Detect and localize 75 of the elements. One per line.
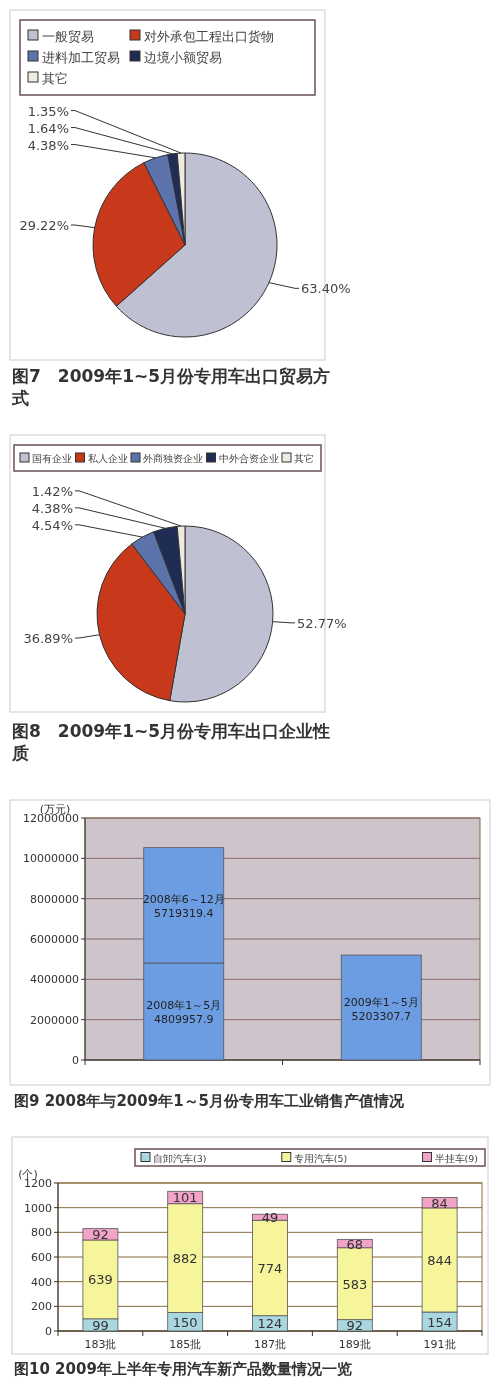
legend-item: 边境小额贸易 <box>129 50 222 65</box>
data-label: 1.35% <box>27 103 69 119</box>
data-label: 101 <box>172 1190 198 1206</box>
y-tick-label: 800 <box>31 1226 52 1240</box>
data-label: 4.54% <box>31 517 73 533</box>
y-tick-label: 0 <box>72 1054 79 1067</box>
legend-item: 进料加工贸易 <box>27 50 120 65</box>
data-label: 774 <box>257 1260 283 1276</box>
legend-item: 国有企业 <box>19 452 72 464</box>
legend-item: 自卸汽车(3) <box>140 1152 207 1164</box>
data-label: 1.64% <box>27 120 69 136</box>
data-label: 84 <box>431 1195 448 1211</box>
legend-item: 专用汽车(5) <box>281 1152 348 1164</box>
legend-item: 私人企业 <box>75 452 128 464</box>
legend-item: 其它 <box>281 452 314 464</box>
y-tick-label: 1000 <box>24 1201 52 1215</box>
text: 图7 2009年1~5月份专用车出口贸易方式 <box>11 366 331 409</box>
data-label: 52.77% <box>297 615 347 631</box>
legend-label: 其它 <box>294 453 314 464</box>
legend-label: 半挂车(9) <box>434 1152 478 1164</box>
data-label: 4.38% <box>27 137 69 153</box>
series-label: 2008年6～12月 <box>142 893 225 907</box>
legend-label: 其它 <box>42 71 68 86</box>
legend-label: 国有企业 <box>32 453 72 464</box>
legend-item: 中外合资企业 <box>206 452 279 464</box>
data-label: 5719319.4 <box>154 907 214 921</box>
y-tick-label: 4000000 <box>30 973 79 987</box>
y-tick-label: 10000000 <box>23 852 79 866</box>
legend-item: 半挂车(9) <box>422 1152 478 1164</box>
data-label: 29.22% <box>19 218 69 234</box>
y-tick-label: 600 <box>31 1251 52 1264</box>
y-tick-label: 400 <box>31 1275 52 1289</box>
series-label: 2008年1～5月 <box>146 999 222 1013</box>
data-label: 154 <box>427 1314 453 1330</box>
y-tick-label: 0 <box>45 1325 52 1338</box>
y-tick-label: 8000000 <box>30 892 79 906</box>
x-tick-label: 185批 <box>169 1338 202 1351</box>
data-label: 882 <box>172 1251 198 1267</box>
legend-item: 其它 <box>27 71 68 86</box>
legend-label: 外商独资企业 <box>143 453 203 464</box>
data-label: 4.38% <box>31 500 73 516</box>
legend-item: 一般贸易 <box>27 29 94 44</box>
legend-label: 自卸汽车(3) <box>153 1152 207 1164</box>
data-label: 63.40% <box>301 281 351 297</box>
x-tick-label: 189批 <box>338 1338 371 1351</box>
legend-item: 外商独资企业 <box>130 452 203 464</box>
y-tick-label: 6000000 <box>30 933 79 946</box>
data-label: 36.89% <box>23 631 73 647</box>
x-tick-label: 191批 <box>423 1338 456 1351</box>
data-label: 583 <box>342 1276 368 1292</box>
legend-label: 私人企业 <box>87 453 128 464</box>
y-tick-label: 200 <box>31 1300 52 1314</box>
data-label: 99 <box>92 1317 109 1333</box>
data-label: 5203307.7 <box>351 1009 411 1023</box>
data-label: 92 <box>92 1227 109 1243</box>
x-tick-label: 183批 <box>84 1338 117 1351</box>
text: 图10 2009年上半年专用汽车新产品数量情况一览 <box>14 1360 352 1378</box>
data-label: 92 <box>346 1318 364 1334</box>
legend-label: 一般贸易 <box>42 29 94 44</box>
data-label: 150 <box>172 1314 198 1330</box>
data-label: 1.42% <box>31 483 73 499</box>
text: 图9 2008年与2009年1～5月份专用车工业销售产值情况 <box>14 1092 406 1110</box>
data-label: 844 <box>427 1252 453 1268</box>
y-tick-label: 2000000 <box>30 1013 79 1027</box>
series-label: 2009年1～5月 <box>343 995 419 1009</box>
legend-label: 专用汽车(5) <box>293 1152 348 1164</box>
legend-label: 边境小额贸易 <box>144 50 222 65</box>
text: 图8 2009年1~5月份专用车出口企业性质 <box>11 721 331 764</box>
data-label: 639 <box>87 1272 113 1288</box>
legend-item: 对外承包工程出口货物 <box>129 29 274 44</box>
legend-label: 中外合资企业 <box>218 453 279 464</box>
legend-label: 进料加工贸易 <box>42 50 120 65</box>
data-label: 4809957.9 <box>154 1013 214 1027</box>
x-tick-label: 187批 <box>254 1338 286 1351</box>
data-label: 124 <box>257 1316 283 1332</box>
